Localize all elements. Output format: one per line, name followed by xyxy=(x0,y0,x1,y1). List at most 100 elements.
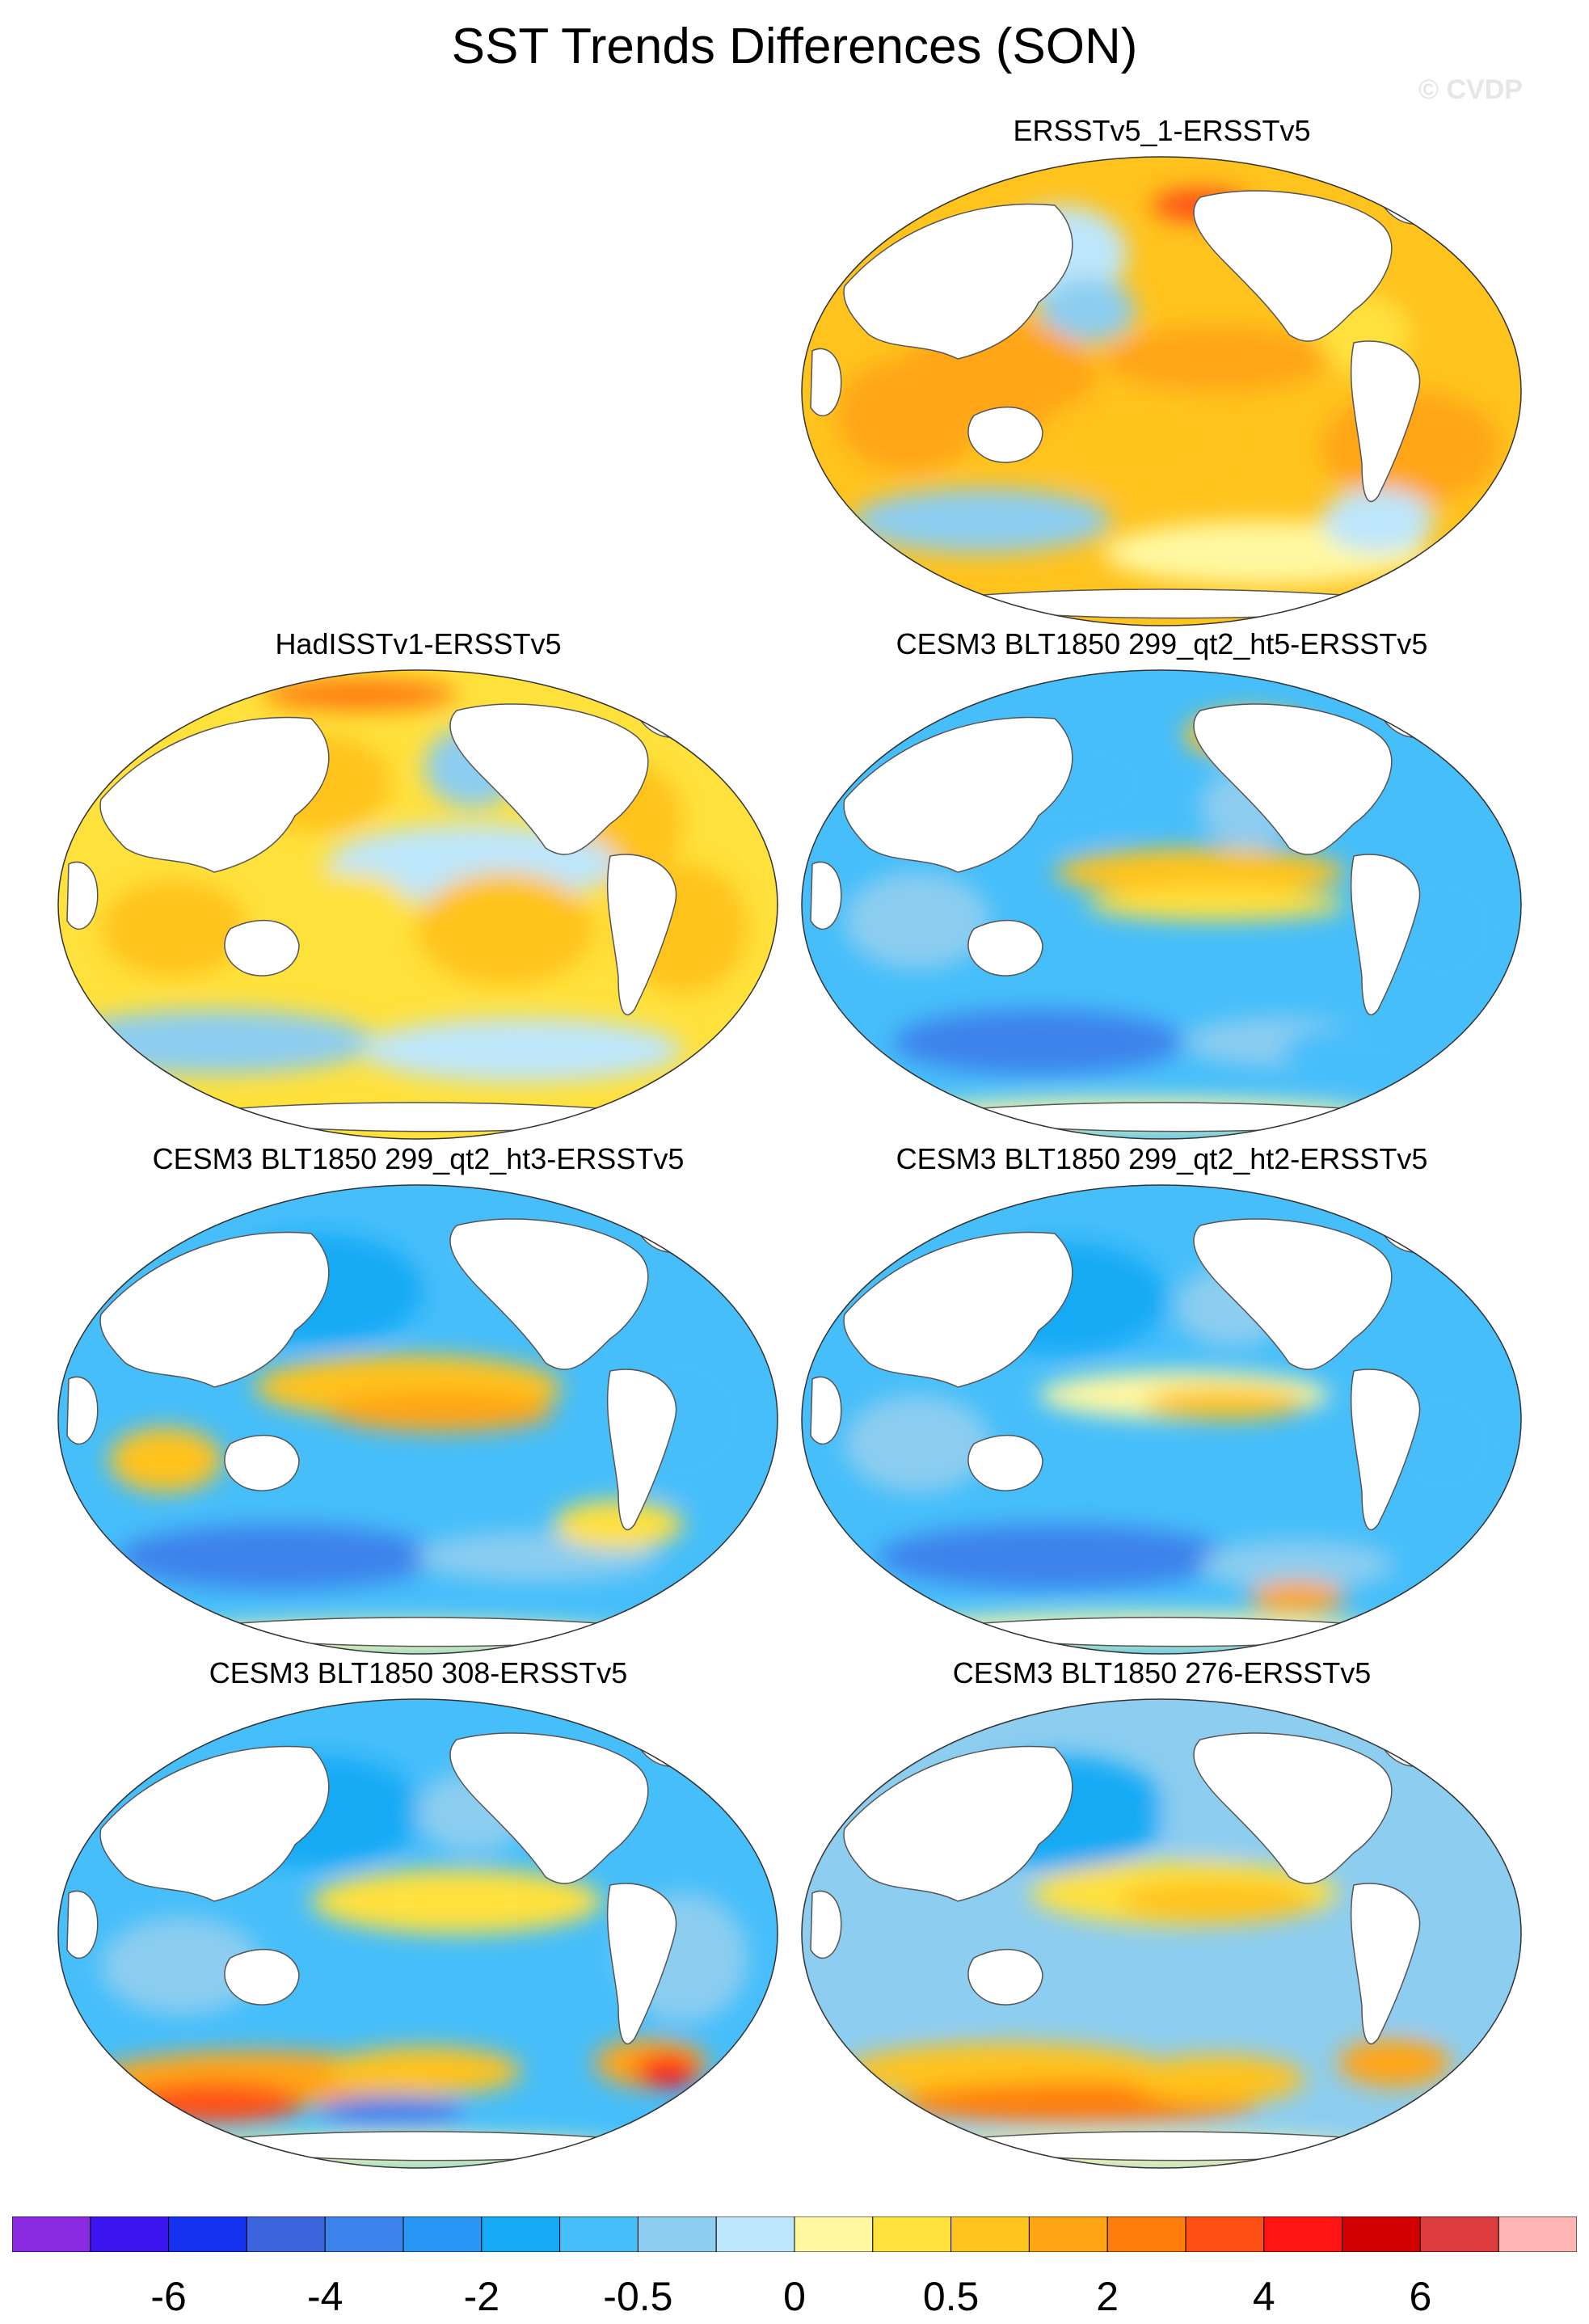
map-border xyxy=(801,1698,1522,2169)
map-border xyxy=(57,1698,778,2169)
continent-outline xyxy=(449,703,649,855)
continent-outline xyxy=(449,1732,649,1884)
map-panel-5: CESM3 BLT1850 299_qt2_ht2-ERSSTv5 xyxy=(796,1141,1528,1662)
continent-outline xyxy=(1193,703,1393,855)
map-panel-4: CESM3 BLT1850 299_qt2_ht3-ERSSTv5 xyxy=(53,1141,784,1662)
sst-anomaly-region xyxy=(1087,888,1346,921)
sst-anomaly-region xyxy=(893,1010,1184,1074)
colorbar-swatch xyxy=(950,2216,1030,2252)
continent-outline xyxy=(224,919,300,976)
colorbar-swatch xyxy=(324,2216,404,2252)
sst-anomaly-region xyxy=(1127,2055,1305,2103)
sst-anomaly-region xyxy=(1119,1881,1313,1921)
sst-anomaly-region xyxy=(327,1391,554,1432)
colorbar-swatch xyxy=(246,2216,326,2252)
sst-anomaly-region xyxy=(101,1917,263,2014)
continent-outline xyxy=(967,1948,1043,2006)
map-panel-6: CESM3 BLT1850 308-ERSSTv5 xyxy=(53,1655,784,2176)
panel-title: CESM3 BLT1850 299_qt2_ht2-ERSSTv5 xyxy=(896,1142,1428,1175)
colorbar-tick-label: -4 xyxy=(306,2274,344,2319)
sst-field xyxy=(802,1699,1521,2168)
colorbar-swatch xyxy=(1342,2216,1421,2252)
continent-outline xyxy=(224,1434,300,1491)
colorbar-swatch xyxy=(1263,2216,1343,2252)
colorbar-swatch xyxy=(872,2216,952,2252)
sst-anomaly-region xyxy=(125,2083,303,2124)
continent-outline xyxy=(66,1890,99,1959)
sst-anomaly-region xyxy=(327,2047,521,2095)
colorbar-tick-label: -2 xyxy=(463,2274,500,2319)
land-mask xyxy=(810,1730,1437,2162)
sst-field xyxy=(802,670,1521,1139)
sst-anomaly-region xyxy=(416,872,594,985)
sst-anomaly-region xyxy=(1338,2039,1451,2087)
continent-outline xyxy=(224,1948,300,2006)
sst-anomaly-region xyxy=(845,1917,1006,2014)
continent-outline xyxy=(1193,1732,1393,1884)
sst-anomaly-region xyxy=(837,359,982,472)
continent-outline xyxy=(843,203,1073,360)
colorbar-swatch xyxy=(481,2216,561,2252)
continent-outline xyxy=(843,1745,1073,1902)
sst-map xyxy=(801,1698,1522,2169)
map-border xyxy=(801,156,1522,626)
panel-title: CESM3 BLT1850 299_qt2_ht5-ERSSTv5 xyxy=(896,627,1428,660)
colorbar-tick-label: 6 xyxy=(1409,2274,1432,2319)
colorbar-swatch xyxy=(559,2216,639,2252)
colorbar-swatch xyxy=(1498,2216,1577,2252)
continent-outline xyxy=(66,1376,99,1445)
panel-title: ERSSTv5_1-ERSSTv5 xyxy=(1013,114,1311,147)
colorbar-tick-label: -0.5 xyxy=(603,2274,673,2319)
sst-anomaly-region xyxy=(1200,1541,1394,1589)
continent-outline xyxy=(843,1231,1073,1388)
panel-title: CESM3 BLT1850 299_qt2_ht3-ERSSTv5 xyxy=(152,1142,685,1175)
colorbar-swatch xyxy=(1106,2216,1186,2252)
sst-anomaly-region xyxy=(1055,848,1346,896)
colorbar-tick-label: 0.5 xyxy=(922,2274,980,2319)
continent-outline xyxy=(967,406,1043,463)
map-panel-1: ERSSTv5_1-ERSSTv5 xyxy=(796,113,1528,634)
sst-anomaly-region xyxy=(311,1869,602,1934)
sst-map xyxy=(801,156,1522,626)
land-mask xyxy=(66,1730,693,2162)
sst-anomaly-region xyxy=(554,1500,683,1549)
cvdp-credit: © CVDP xyxy=(1418,74,1523,105)
panel-title: HadISSTv1-ERSSTv5 xyxy=(275,627,562,660)
map-border xyxy=(801,669,1522,1140)
sst-anomaly-region xyxy=(634,2055,699,2087)
colorbar-swatch xyxy=(1185,2216,1265,2252)
colorbar-swatch xyxy=(12,2216,91,2252)
sst-field xyxy=(58,1699,778,2168)
continent-outline xyxy=(1350,1883,1421,2045)
colorbar-swatch xyxy=(1419,2216,1499,2252)
land-mask xyxy=(810,701,1437,1132)
map-border xyxy=(57,669,778,1140)
continent-outline xyxy=(99,1231,330,1388)
continent-outline xyxy=(967,919,1043,976)
sst-anomaly-region xyxy=(877,1525,1233,1589)
sst-field xyxy=(802,1185,1521,1654)
sst-anomaly-region xyxy=(853,488,1111,553)
sst-map xyxy=(801,669,1522,1140)
continent-outline xyxy=(1350,340,1421,503)
continent-outline xyxy=(1350,1369,1421,1531)
sst-anomaly-region xyxy=(1103,327,1330,391)
sst-anomaly-region xyxy=(1144,1387,1305,1419)
colorbar-tick-label: 4 xyxy=(1252,2274,1275,2319)
sst-map xyxy=(57,1698,778,2169)
continent-outline xyxy=(810,1376,842,1445)
colorbar-swatch xyxy=(637,2216,717,2252)
sst-anomaly-region xyxy=(1039,278,1136,343)
sst-anomaly-region xyxy=(1321,488,1435,553)
sst-field xyxy=(58,670,778,1139)
colorbar-swatch xyxy=(90,2216,170,2252)
sst-anomaly-region xyxy=(109,1428,222,1492)
sst-map xyxy=(57,669,778,1140)
continent-outline xyxy=(606,1883,677,2045)
sst-anomaly-region xyxy=(319,2095,465,2128)
colorbar-swatch xyxy=(794,2216,874,2252)
continent-outline xyxy=(99,1745,330,1902)
continent-outline xyxy=(449,1218,649,1370)
sst-anomaly-region xyxy=(845,872,990,969)
continent-outline xyxy=(66,861,99,930)
